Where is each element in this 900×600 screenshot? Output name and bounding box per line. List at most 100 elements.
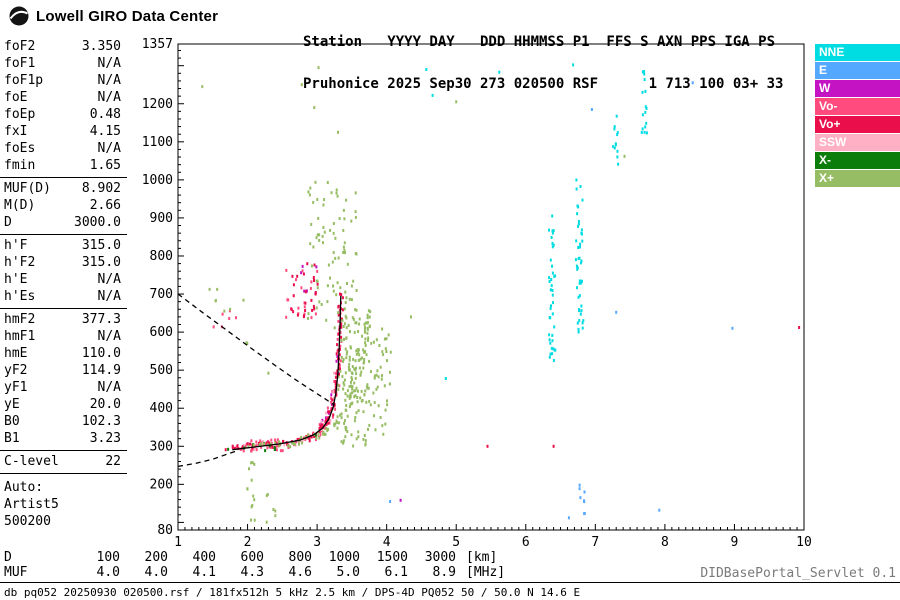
param-row-B1: B1 3.23	[0, 430, 127, 447]
svg-text:1100: 1100	[142, 135, 173, 150]
muf-value: 4.1	[192, 565, 216, 580]
param-row-foF1p: foF1p N/A	[0, 72, 127, 89]
legend-item-SSW: SSW	[815, 134, 900, 151]
muf-value: 4.0	[96, 565, 120, 580]
distance-value: 100	[96, 550, 120, 565]
svg-text:8: 8	[661, 535, 669, 550]
muf-value: 5.0	[336, 565, 360, 580]
distance-label: D	[4, 550, 12, 565]
muf-value: 6.1	[384, 565, 408, 580]
panel-separator	[0, 177, 127, 178]
param-label: yE	[4, 397, 20, 412]
svg-text:80: 80	[157, 523, 173, 538]
legend-label: SSW	[819, 135, 847, 149]
muf-label: MUF	[4, 565, 28, 580]
param-value: 110.0	[81, 346, 121, 361]
param-row-hE: h'E N/A	[0, 271, 127, 288]
autoscaler-info: Auto: Artist5 500200	[0, 479, 127, 530]
param-value: 377.3	[81, 312, 121, 327]
muf-unit: [MHz]	[466, 565, 506, 580]
svg-text:800: 800	[150, 249, 173, 264]
param-row-fxI: fxI 4.15	[0, 123, 127, 140]
footer-divider	[0, 582, 900, 583]
param-label: hmF1	[4, 329, 36, 344]
param-row-fmin: fmin 1.65	[0, 157, 127, 174]
param-label: foF1	[4, 56, 36, 71]
param-value: 114.9	[81, 363, 121, 378]
param-row-yF2: yF2 114.9	[0, 362, 127, 379]
param-label: foE	[4, 90, 28, 105]
giro-logo-icon	[9, 6, 29, 26]
param-row-MUFD: MUF(D) 8.902	[0, 180, 127, 197]
param-row-foE: foE N/A	[0, 89, 127, 106]
param-label: hmE	[4, 346, 28, 361]
legend-label: E	[819, 63, 828, 77]
station-header: Station YYYY DAY DDD HHMMSS P1 FFS S AXN…	[303, 7, 783, 119]
param-value: 2.66	[89, 198, 121, 213]
svg-text:7: 7	[591, 535, 599, 550]
param-label: foF2	[4, 39, 36, 54]
record-info: db pq052 20250930 020500.rsf / 181fx512h…	[4, 586, 581, 599]
param-value: N/A	[97, 289, 121, 304]
param-value: 20.0	[89, 397, 121, 412]
legend-label: NNE	[819, 45, 845, 59]
axis-labels: 1 2 3 4 5 6 7 8 9 10 1357 1200 1100 1000 900 800 700 600 5…	[142, 37, 812, 550]
svg-text:600: 600	[150, 325, 173, 340]
giro-logo: Lowell GIRO Data Center	[8, 5, 218, 27]
panel-separator	[0, 473, 127, 474]
param-value: 22	[105, 454, 121, 469]
giro-logo-text: Lowell GIRO Data Center	[36, 7, 219, 25]
param-value: 315.0	[81, 255, 121, 270]
distance-value: 800	[288, 550, 312, 565]
svg-text:1200: 1200	[142, 97, 173, 112]
distance-value: 1500	[376, 550, 408, 565]
svg-text:900: 900	[150, 211, 173, 226]
svg-text:300: 300	[150, 439, 173, 454]
svg-text:5: 5	[452, 535, 460, 550]
svg-text:1357: 1357	[142, 37, 173, 52]
panel-separator	[0, 450, 127, 451]
legend-item-W: W	[815, 80, 900, 97]
svg-text:400: 400	[150, 401, 173, 416]
svg-text:6: 6	[522, 535, 530, 550]
param-row-foEp: foEp 0.48	[0, 106, 127, 123]
param-label: MUF(D)	[4, 181, 51, 196]
panel-separator	[0, 308, 127, 309]
param-label: foEp	[4, 107, 36, 122]
series-Vo	[224, 262, 801, 452]
autoscaler-line: Auto:	[4, 480, 44, 495]
param-row-D: D 3000.0	[0, 214, 127, 231]
legend-item-NNE: NNE	[815, 44, 900, 61]
distance-value: 400	[192, 550, 216, 565]
legend-item-E: E	[815, 62, 900, 79]
param-value: 3000.0	[74, 215, 121, 230]
param-row-yF1: yF1 N/A	[0, 379, 127, 396]
param-value: N/A	[97, 56, 121, 71]
legend-item-X: X-	[815, 152, 900, 169]
svg-text:3: 3	[313, 535, 321, 550]
param-label: D	[4, 215, 12, 230]
param-label: B1	[4, 431, 20, 446]
distance-value: 200	[144, 550, 168, 565]
param-value: N/A	[97, 272, 121, 287]
distance-value: 3000	[424, 550, 456, 565]
param-row-hEs: h'Es N/A	[0, 288, 127, 305]
param-value: 8.902	[81, 181, 121, 196]
legend-item-X: X+	[815, 170, 900, 187]
muf-value: 4.6	[288, 565, 312, 580]
axis-ticks	[177, 49, 805, 530]
param-value: 3.350	[81, 39, 121, 54]
muf-row: MUF 4.0 4.0 4.1 4.3 4.6 5.0 6.1 8.9 [MHz]	[4, 566, 505, 580]
panel-separator	[0, 234, 127, 235]
series-SSW	[243, 371, 339, 451]
series-E	[389, 81, 734, 520]
param-value: N/A	[97, 73, 121, 88]
param-label: fmin	[4, 158, 36, 173]
param-row-hmF1: hmF1 N/A	[0, 328, 127, 345]
param-label: fxI	[4, 124, 28, 139]
svg-text:1: 1	[174, 535, 182, 550]
param-row-hmE: hmE 110.0	[0, 345, 127, 362]
legend-label: X-	[819, 153, 831, 167]
param-row-B0: B0 102.3	[0, 413, 127, 430]
